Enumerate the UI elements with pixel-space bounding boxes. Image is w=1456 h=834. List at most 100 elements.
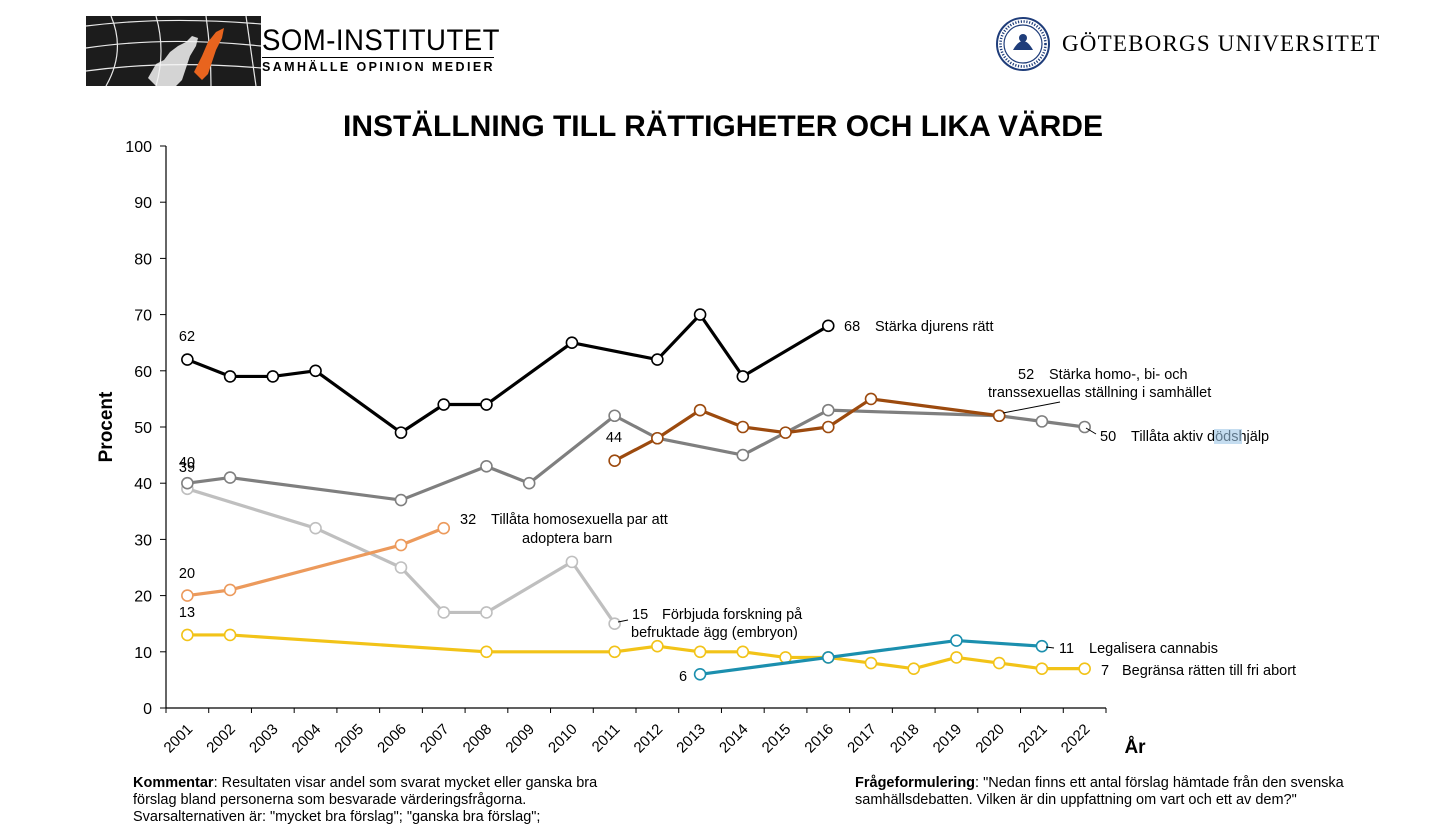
series-hbt-rights-point [992,409,1006,423]
series-hbt-rights-point [736,420,750,434]
data-label: 15 [632,607,648,623]
series-animal-rights-point [266,370,280,383]
series-animal-rights-point [437,398,451,411]
x-tick-label: 2010 [545,721,581,757]
x-tick-label: 2004 [289,721,325,757]
x-tick-label: 2001 [161,721,197,757]
data-label: 6 [679,669,687,685]
series-label: Stärka homo-, bi- och [1049,367,1188,383]
question-body: : "Nedan finns ett antal förslag hämtade… [855,775,1344,808]
series-abort-point [1078,662,1091,675]
series-animal-rights-point [223,370,237,383]
series-hbt-rights-point [608,454,621,468]
data-label: 62 [179,329,195,345]
series-abort-point [223,628,237,642]
series-hbt-rights-point [864,392,878,406]
series-euthanasia-point [1078,420,1091,434]
series-adoption-point [394,538,408,552]
series-animal-rights-point [394,426,408,439]
data-label: 39 [179,460,195,476]
series-hbt-rights-line [613,397,1000,463]
x-tick-label: 2018 [887,721,923,757]
series-animal-rights-point [651,353,664,366]
som-institutet-tagline: SAMHÄLLE OPINION MEDIER [262,60,495,74]
series-adoption-point [437,521,451,535]
series-abort-point [992,656,1006,670]
x-tick-label: 2013 [673,721,709,757]
series-euthanasia-point [480,460,493,473]
x-tick-label: 2019 [930,721,966,757]
x-tick-label: 2020 [972,721,1008,757]
series-hbt-rights-point [693,403,707,417]
y-axis-title: Procent [96,391,117,462]
leader-line [617,619,629,623]
series-label: Begränsa rätten till fri abort [1122,663,1296,679]
y-tick-label: 80 [134,251,152,268]
series-abort-point [693,645,707,659]
y-tick-label: 70 [134,308,152,325]
series-abort-point [651,639,664,653]
leader-line [1085,427,1097,435]
x-tick-label: 2012 [631,721,667,757]
data-label: 7 [1101,663,1109,679]
data-label: 40 [179,455,195,471]
data-label: 11 [1059,641,1074,657]
series-euthanasia-point [223,471,237,484]
x-tick-label: 2022 [1058,721,1094,757]
y-tick-label: 10 [134,645,152,662]
series-abort-point [608,645,621,659]
series-abort-point [181,628,194,642]
series-euthanasia-point [181,476,194,490]
series-embryo-research-line [186,487,616,625]
series-embryo-research-point [480,606,493,619]
series-adoption-point [223,583,237,597]
series-label: Förbjuda forskning på [662,607,803,623]
series-embryo-research-point [608,617,621,631]
series-animal-rights-point [309,364,322,378]
series-euthanasia-point [821,403,835,417]
x-tick-label: 2011 [589,721,624,756]
som-institutet-logo [86,16,261,86]
series-embryo-research-point [437,606,451,619]
leader-line [1045,646,1055,649]
series-embryo-research-point [565,555,579,569]
series-cannabis-line [699,638,1043,676]
series-label: Legalisera cannabis [1089,641,1218,657]
comment-text: Kommentar: Resultaten visar andel som sv… [133,775,633,826]
data-label: 44 [606,430,622,446]
series-adoption-line [187,526,445,598]
series-animal-rights-line [186,313,830,435]
series-abort-point [950,651,963,664]
series-animal-rights-point [565,336,579,350]
series-euthanasia-line [187,408,1085,502]
series-animal-rights-point [821,319,835,333]
series-abort-point [864,656,878,670]
x-tick-label: 2003 [246,721,282,757]
x-tick-label: 2021 [1015,721,1051,757]
data-label: 68 [844,319,860,335]
y-tick-label: 90 [134,195,152,212]
leader-line [1002,401,1061,414]
series-animal-rights-point [181,353,194,366]
series-adoption-point [181,589,194,602]
x-tick-label: 2008 [460,721,496,757]
data-label: 20 [179,566,195,582]
series-abort-point [736,645,750,659]
question-label: Frågeformulering [855,775,976,791]
series-label: Tillåta aktiv dödshjälp [1131,429,1269,445]
series-abort-point [907,662,921,675]
series-euthanasia-point [736,448,750,462]
data-label: 13 [179,605,195,621]
question-text: Frågeformulering: "Nedan finns ett antal… [855,775,1365,809]
chart-title: INSTÄLLNING TILL RÄTTIGHETER OCH LIKA VÄ… [343,110,1103,143]
x-tick-label: 2015 [759,721,795,757]
series-euthanasia-point [394,493,408,507]
series-animal-rights-point [480,398,493,411]
series-euthanasia-point [522,476,536,490]
series-hbt-rights-point [821,420,835,434]
x-tick-label: 2017 [844,721,880,757]
y-tick-label: 20 [134,589,152,606]
y-tick-label: 100 [125,139,152,156]
university-name: GÖTEBORGS UNIVERSITET [1062,31,1381,56]
series-cannabis-point [821,651,835,664]
